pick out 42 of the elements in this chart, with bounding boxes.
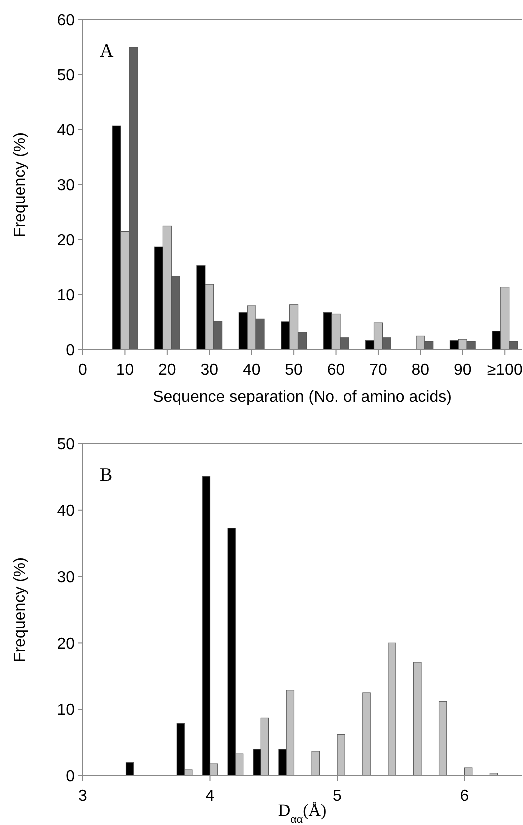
x-tick-label: 60 (327, 362, 346, 379)
x-tick-label: 4 (206, 788, 215, 805)
y-tick-label: 30 (57, 569, 76, 586)
x-tick-label: 20 (158, 362, 176, 379)
y-tick-label: 60 (57, 12, 76, 30)
x-tick-label: 5 (333, 788, 342, 805)
bar (312, 751, 320, 776)
y-tick-label: 10 (57, 702, 76, 720)
bar (388, 642, 396, 776)
y-axis-title: Frequency (%) (12, 132, 29, 238)
x-tick-label: 0 (78, 362, 88, 379)
x-tick-label: 50 (285, 362, 304, 379)
x-axis-title: Sequence separation (No. of amino acids) (153, 389, 452, 406)
x-tick-label: ≥100 (487, 362, 523, 379)
x-tick-label: 6 (460, 788, 470, 805)
y-tick-label: 0 (66, 768, 76, 786)
bar (464, 768, 473, 776)
y-tick-label: 0 (66, 342, 76, 360)
x-tick-label: 70 (370, 362, 388, 379)
y-tick-label: 50 (57, 436, 76, 454)
y-tick-label: 50 (57, 68, 76, 85)
x-tick-label: 40 (242, 362, 261, 379)
bar (126, 762, 134, 776)
y-tick-label: 20 (57, 232, 76, 250)
x-tick-label: 90 (454, 362, 472, 379)
bar (414, 662, 422, 776)
bar (337, 734, 346, 776)
y-tick-label: 40 (57, 503, 76, 520)
bar (362, 692, 371, 776)
x-tick-label: 80 (412, 362, 430, 379)
bar (438, 701, 448, 776)
x-tick-label: 3 (78, 788, 88, 805)
annotation: A (100, 41, 114, 62)
y-tick-label: 20 (57, 636, 76, 653)
y-tick-label: 40 (57, 122, 76, 140)
y-axis-title: Frequency (%) (12, 558, 29, 662)
y-tick-label: 10 (57, 288, 76, 305)
x-tick-label: 10 (116, 362, 134, 379)
x-axis-title: D$_{αα}$(Å) (278, 801, 327, 825)
x-tick-label: 30 (200, 362, 219, 379)
y-tick-label: 30 (57, 178, 76, 195)
annotation: B (100, 465, 113, 486)
